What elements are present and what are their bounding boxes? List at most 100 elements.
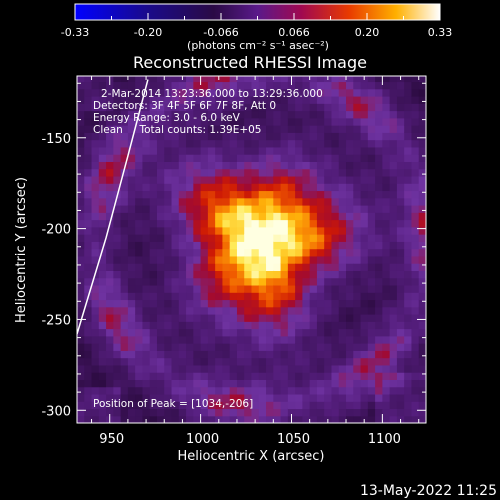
heatmap-cell — [222, 183, 231, 192]
heatmap-cell — [396, 357, 405, 366]
heatmap-cell — [156, 139, 165, 148]
heatmap-cell — [411, 183, 420, 192]
heatmap-cell — [113, 364, 122, 373]
heatmap-cell — [302, 299, 311, 308]
heatmap-cell — [266, 284, 274, 293]
heatmap-cell — [236, 95, 245, 104]
heatmap-cell — [91, 161, 100, 170]
heatmap-cell — [251, 248, 260, 257]
heatmap-cell — [280, 335, 289, 344]
heatmap-cell — [382, 117, 391, 126]
heatmap-cell — [106, 168, 114, 177]
heatmap-cell — [98, 335, 107, 344]
heatmap-cell — [418, 154, 426, 162]
heatmap-cell — [186, 255, 194, 264]
heatmap-cell — [331, 401, 340, 410]
heatmap-cell — [258, 372, 267, 380]
heatmap-cell — [324, 321, 333, 330]
heatmap-cell — [178, 386, 187, 395]
heatmap-cell — [178, 372, 187, 380]
heatmap-cell — [287, 321, 296, 330]
heatmap-cell — [171, 76, 180, 83]
heatmap-cell — [193, 204, 202, 213]
heatmap-cell — [331, 226, 340, 235]
heatmap-cell — [353, 263, 362, 271]
heatmap-cell — [382, 401, 391, 410]
heatmap-cell — [316, 161, 325, 170]
heatmap-cell — [135, 204, 144, 213]
heatmap-cell — [280, 393, 289, 402]
heatmap-cell — [382, 212, 391, 221]
heatmap-cell — [316, 219, 325, 228]
heatmap-cell — [106, 306, 114, 315]
heatmap-cell — [404, 372, 413, 380]
heatmap-cell — [229, 125, 238, 133]
heatmap-cell — [251, 393, 260, 402]
heatmap-cell — [156, 386, 165, 395]
heatmap-cell — [266, 212, 274, 221]
heatmap-cell — [178, 117, 187, 126]
heatmap-cell — [389, 292, 398, 301]
heatmap-cell — [84, 117, 93, 126]
heatmap-cell — [142, 146, 151, 155]
heatmap-cell — [236, 248, 245, 257]
heatmap-cell — [273, 125, 282, 133]
heatmap-cell — [367, 393, 376, 402]
heatmap-cell — [142, 168, 151, 177]
heatmap-cell — [353, 306, 362, 315]
heatmap-cell — [142, 132, 151, 141]
heatmap-cell — [135, 284, 144, 293]
heatmap-cell — [375, 357, 383, 366]
heatmap-cell — [302, 117, 311, 126]
heatmap-cell — [360, 132, 369, 141]
heatmap-cell — [127, 154, 136, 162]
heatmap-cell — [77, 88, 85, 97]
heatmap-cell — [207, 146, 216, 155]
heatmap-cell — [215, 190, 224, 199]
heatmap-cell — [149, 379, 158, 388]
heatmap-cell — [113, 313, 122, 322]
heatmap-cell — [127, 277, 136, 286]
heatmap-cell — [207, 386, 216, 395]
heatmap-cell — [229, 415, 238, 423]
heatmap-cell — [324, 154, 333, 162]
heatmap-cell — [193, 212, 202, 221]
heatmap-cell — [266, 401, 274, 410]
heatmap-cell — [149, 190, 158, 199]
heatmap-cell — [316, 190, 325, 199]
heatmap-cell — [84, 284, 93, 293]
heatmap-cell — [258, 379, 267, 388]
heatmap-cell — [404, 364, 413, 373]
heatmap-cell — [309, 81, 318, 90]
heatmap-cell — [98, 125, 107, 133]
heatmap-cell — [142, 212, 151, 221]
heatmap-cell — [200, 226, 209, 235]
heatmap-cell — [207, 175, 216, 184]
heatmap-cell — [309, 306, 318, 315]
heatmap-cell — [120, 335, 129, 344]
heatmap-cell — [302, 161, 311, 170]
heatmap-cell — [178, 168, 187, 177]
heatmap-cell — [84, 168, 93, 177]
heatmap-cell — [331, 408, 340, 417]
heatmap-cell — [91, 95, 100, 104]
heatmap-cell — [287, 161, 296, 170]
heatmap-cell — [360, 125, 369, 133]
heatmap-cell — [338, 292, 347, 301]
heatmap-cell — [98, 88, 107, 97]
heatmap-cell — [236, 81, 245, 90]
heatmap-cell — [295, 386, 303, 395]
heatmap-cell — [418, 335, 426, 344]
heatmap-cell — [353, 357, 362, 366]
heatmap-cell — [229, 204, 238, 213]
heatmap-cell — [251, 270, 260, 279]
heatmap-cell — [324, 212, 333, 221]
heatmap-cell — [127, 146, 136, 155]
heatmap-cell — [287, 125, 296, 133]
heatmap-cell — [324, 343, 333, 351]
heatmap-cell — [331, 175, 340, 184]
heatmap-cell — [84, 197, 93, 206]
heatmap-cell — [411, 139, 420, 148]
heatmap-cell — [186, 299, 194, 308]
heatmap-cell — [113, 161, 122, 170]
